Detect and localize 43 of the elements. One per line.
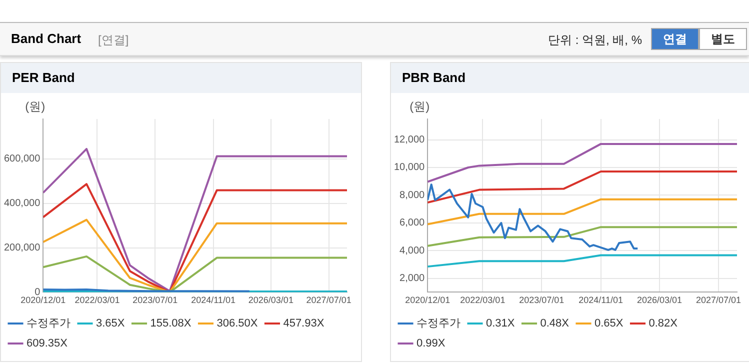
legend-label: 0.31X <box>486 318 516 330</box>
x-tick-label: 2026/03/01 <box>637 295 682 306</box>
x-tick-label: 2020/12/01 <box>20 295 66 306</box>
y-tick-label: 12,000 <box>394 134 426 146</box>
y-axis-title: (원) <box>25 99 46 114</box>
y-tick-label: 4,000 <box>400 245 426 256</box>
legend-label: 609.35X <box>26 338 68 350</box>
x-tick-label: 2022/03/01 <box>460 295 506 306</box>
legend-label: 0.65X <box>594 318 624 330</box>
legend-label: 457.93X <box>283 318 325 330</box>
x-tick-label: 2027/07/01 <box>696 295 741 306</box>
y-axis-title: (원) <box>410 99 430 114</box>
y-tick-label: 600,000 <box>4 154 41 165</box>
text: Band Chart <box>11 31 82 46</box>
x-tick-label: 2026/03/01 <box>248 295 294 306</box>
x-tick-label: 2023/07/01 <box>132 295 178 306</box>
x-tick-label: 2023/07/01 <box>519 295 564 306</box>
text: 단위 : 억원, 배, % <box>548 32 642 49</box>
y-tick-label: 400,000 <box>4 198 41 210</box>
y-tick-label: 0 <box>34 286 41 298</box>
y-tick-label: 2,000 <box>400 273 426 284</box>
x-tick-label: 2022/03/01 <box>74 295 120 306</box>
legend-label: 3.65X <box>96 318 126 330</box>
x-tick-label: 2024/11/01 <box>578 295 624 306</box>
text: 별도 <box>699 28 747 50</box>
legend-label: 0.82X <box>648 318 678 330</box>
text: [연결] <box>98 32 129 49</box>
y-tick-label: 10,000 <box>394 162 426 174</box>
legend-label: 0.99X <box>416 338 446 350</box>
legend-label: 수정주가 <box>416 318 460 330</box>
legend-label: 306.50X <box>216 318 258 330</box>
legend-label: 0.48X <box>540 318 570 330</box>
x-tick-label: 2020/12/01 <box>405 295 450 306</box>
y-tick-label: 6,000 <box>400 218 426 229</box>
x-tick-label: 2027/07/01 <box>306 295 352 306</box>
legend-label: 155.08X <box>150 318 192 330</box>
y-tick-label: 8,000 <box>400 190 426 201</box>
legend-label: 수정주가 <box>26 318 70 330</box>
chart-title: PBR Band <box>391 63 749 93</box>
x-tick-label: 2024/11/01 <box>191 295 236 306</box>
chart-title: PER Band <box>1 63 361 93</box>
text: 연결 <box>651 28 699 50</box>
y-tick-label: 200,000 <box>4 242 41 254</box>
